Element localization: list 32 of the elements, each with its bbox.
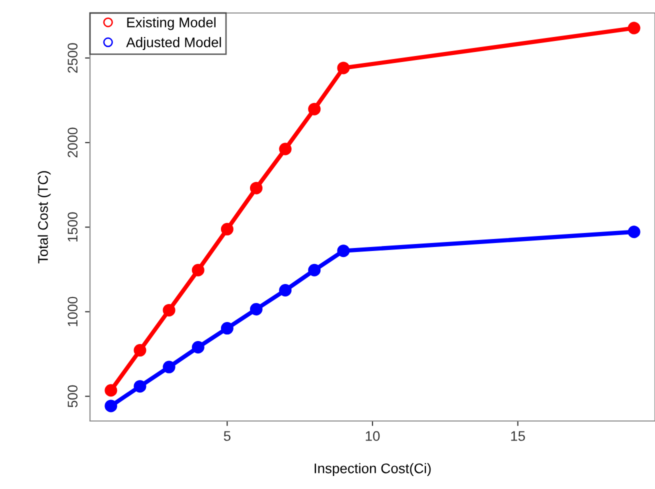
point [308,264,321,276]
point [104,400,118,412]
y-tick-label: 1500 [68,212,78,242]
point [162,360,176,374]
x-tick-label: 15 [511,431,525,441]
point [192,264,204,276]
x-axis-title: Inspection Cost(Ci) [314,463,431,476]
point [220,322,234,335]
legend-label: Adjusted Model [126,37,221,50]
point [220,222,234,236]
point [162,304,176,316]
y-tick-label: 500 [68,385,78,408]
point [628,226,640,238]
point [192,341,204,354]
point [337,62,350,74]
point [337,244,350,258]
y-tick-label: 1000 [68,296,78,326]
point [628,22,640,34]
x-tick-label: 10 [366,431,380,441]
y-tick-label: 2500 [68,43,78,73]
point [134,380,146,393]
x-tick-label: 5 [224,431,230,441]
legend-label: Existing Model [127,17,216,30]
y-tick-label: 2000 [68,128,78,158]
point [104,384,118,397]
point [250,302,262,316]
point [250,182,262,194]
point [279,142,292,156]
point [308,102,321,116]
point [279,284,292,296]
y-axis-title: Total Cost (TC) [38,171,51,264]
point [134,344,146,357]
